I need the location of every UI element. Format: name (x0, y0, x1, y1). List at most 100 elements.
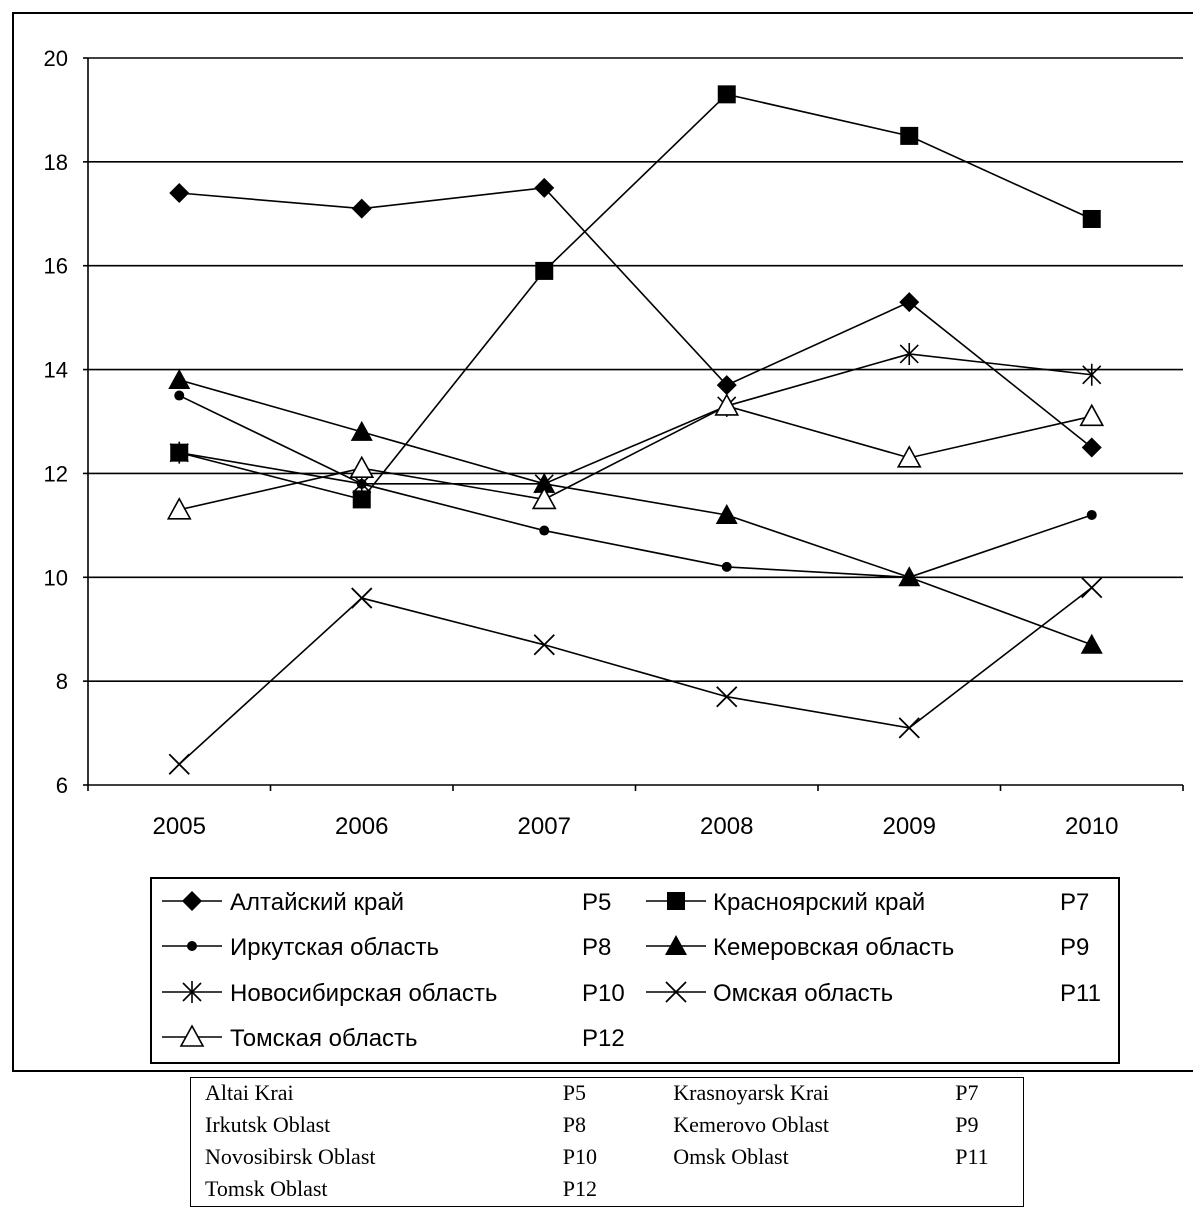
x-tick-label-3: 2008 (700, 813, 753, 840)
point-P5-2009 (899, 292, 920, 313)
translation-cell (941, 1174, 1023, 1207)
point-P9-2005 (168, 368, 191, 389)
point-P12-2006 (349, 455, 375, 479)
legend: Алтайский край P5 Красноярский край P7 Иркут… (150, 877, 1120, 1064)
translation-cell (659, 1174, 941, 1207)
y-tick-label-7: 20 (44, 46, 68, 71)
translation-cell: P9 (955, 1112, 979, 1137)
point-P11-2007 (533, 634, 555, 656)
legend-label-P8: Иркутская область (230, 934, 439, 961)
point-P11-2006 (351, 587, 373, 609)
legend-code-P7: P7 (1060, 889, 1089, 916)
legend-label-P5: Алтайский край (230, 889, 404, 916)
y-tick-label-5: 16 (44, 254, 68, 279)
translation-cell: P10 (562, 1144, 597, 1169)
legend-marker-P12 (179, 1024, 205, 1047)
point-P5-2006 (351, 198, 372, 219)
legend-item-P7: Красноярский край P7 (646, 889, 1089, 916)
translation-row: Tomsk Oblast P12 (191, 1174, 1024, 1207)
translation-cell: Tomsk Oblast (205, 1176, 328, 1201)
legend-marker-P8 (187, 941, 197, 951)
y-tick-label-1: 8 (56, 669, 68, 694)
legend-item-P8: Иркутская область P8 (162, 934, 611, 961)
legend-label-P11: Омская область (713, 980, 893, 1007)
point-P12-2005 (166, 497, 192, 520)
point-P7-2009 (900, 126, 919, 145)
point-P11-2010 (1081, 577, 1103, 599)
translation-table: Altai Krai P5 Krasnoyarsk Krai P7 Irkutsk Ob… (190, 1077, 1024, 1207)
point-P5-2008 (716, 375, 737, 396)
translation-row: Novosibirsk Oblast P10 Omsk Oblast P11 (191, 1142, 1024, 1174)
legend-label-P7: Красноярский край (713, 889, 925, 916)
translation-cell: Irkutsk Oblast (205, 1112, 331, 1137)
point-P5-2007 (534, 177, 555, 198)
translation-cell: P11 (955, 1144, 989, 1169)
translation-cell: Kemerovo Oblast (673, 1112, 830, 1137)
point-P5-2010 (1081, 437, 1102, 458)
point-P11-2005 (168, 753, 190, 775)
x-tick-label-4: 2009 (883, 813, 936, 840)
legend-item-P12: Томская область P12 (162, 1024, 625, 1052)
series-line-P11 (178, 587, 1093, 765)
series-line-P9 (179, 379, 1093, 646)
x-tick-label-1: 2006 (335, 813, 388, 840)
series-P5 (169, 177, 1102, 458)
point-P8-2005 (174, 390, 185, 401)
legend-code-P9: P9 (1060, 934, 1089, 961)
series-line-P10 (179, 353, 1092, 485)
legend-item-P9: Кемеровская область P9 (646, 934, 1089, 961)
translation-cell: P5 (562, 1080, 586, 1105)
x-tick-label-5: 2010 (1065, 813, 1118, 840)
point-P10-2009 (899, 342, 919, 365)
translation-row: Altai Krai P5 Krasnoyarsk Krai P7 (191, 1078, 1024, 1111)
axes (83, 57, 1184, 791)
translation-row: Irkutsk Oblast P8 Kemerovo Oblast P9 (191, 1110, 1024, 1142)
point-P10-2005 (169, 441, 189, 464)
legend-item-P5: Алтайский край P5 (162, 889, 611, 916)
translation-cell: P12 (562, 1176, 597, 1201)
point-P12-2008 (714, 393, 740, 416)
point-P9-2008 (715, 503, 738, 524)
legend-code-P12: P12 (582, 1025, 625, 1052)
legend-code-P10: P10 (582, 980, 625, 1007)
legend-item-P10: Новосибирская область P10 (162, 980, 625, 1007)
point-P7-2008 (717, 85, 736, 104)
series-P12 (166, 393, 1105, 520)
point-P7-2006 (352, 490, 371, 509)
translation-cell: P8 (562, 1112, 586, 1137)
point-P9-2009 (898, 566, 921, 587)
legend-marker-P7 (667, 892, 685, 910)
series-line-P12 (179, 405, 1092, 511)
y-tick-label-2: 10 (44, 565, 68, 590)
series-P9 (168, 368, 1103, 654)
legend-box (150, 877, 1120, 1064)
point-P8-2008 (721, 561, 732, 572)
legend-label-P12: Томская область (230, 1025, 418, 1052)
series-P10 (169, 342, 1102, 495)
series-line-P8 (178, 394, 1093, 579)
series-lines (166, 85, 1105, 775)
translation-cell: P7 (955, 1080, 979, 1105)
translation-cell: Novosibirsk Oblast (205, 1144, 376, 1169)
chart-frame (12, 12, 1193, 1072)
legend-code-P5: P5 (582, 889, 611, 916)
point-P8-2007 (539, 525, 550, 536)
x-tick-label-2: 2007 (518, 813, 571, 840)
legend-marker-P11 (665, 981, 687, 1003)
point-P12-2009 (896, 445, 922, 468)
y-tick-label-4: 14 (44, 358, 68, 383)
x-tick-label-0: 2005 (153, 813, 206, 840)
point-P12-2007 (531, 486, 557, 510)
point-P11-2008 (716, 686, 738, 708)
series-P8 (174, 390, 1097, 583)
point-P11-2009 (898, 717, 920, 739)
series-line-P7 (179, 93, 1093, 501)
legend-code-P8: P8 (582, 934, 611, 961)
point-P7-2007 (535, 261, 554, 280)
legend-marker-P10 (182, 981, 202, 1003)
y-tick-label-3: 12 (44, 461, 68, 486)
point-P8-2010 (1086, 509, 1097, 520)
translation-cell: Altai Krai (205, 1080, 294, 1105)
legend-label-P9: Кемеровская область (713, 934, 954, 961)
